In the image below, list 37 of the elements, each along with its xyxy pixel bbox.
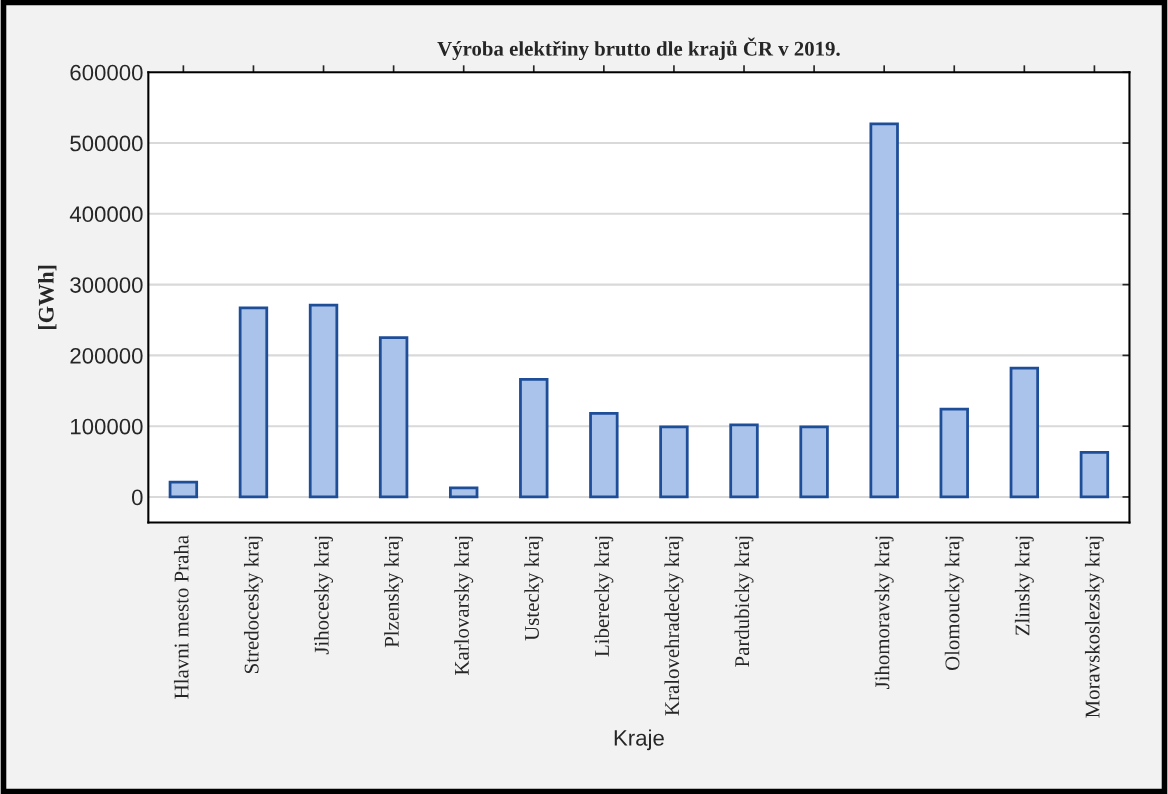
y-tick-label: 300000 xyxy=(70,277,143,293)
x-tick-label: Plzensky kraj xyxy=(384,536,404,648)
x-axis-title: Kraje xyxy=(614,729,664,751)
y-tick-label: 500000 xyxy=(70,135,143,152)
bar xyxy=(799,425,829,499)
y-tick-label: 200000 xyxy=(70,347,143,364)
bar xyxy=(378,336,409,499)
bar xyxy=(1079,450,1110,499)
bar xyxy=(659,425,689,499)
bar xyxy=(308,303,339,499)
y-tick-label: 0 xyxy=(131,489,143,506)
x-tick-label: Moravskoslezsky kraj xyxy=(1084,536,1104,718)
y-tick-label: 100000 xyxy=(71,418,143,435)
bar xyxy=(589,412,619,499)
bar xyxy=(168,480,199,499)
y-axis-title: [GWh] xyxy=(38,265,57,330)
bar xyxy=(939,407,969,499)
bar xyxy=(869,122,899,499)
x-tick-label: Ustecky kraj xyxy=(524,536,544,641)
y-tick-label: 600000 xyxy=(70,64,143,81)
bar xyxy=(448,486,479,499)
y-tick-label: 400000 xyxy=(69,206,143,223)
x-tick-label: Zlinsky kraj xyxy=(1014,536,1034,636)
x-tick-label: Karlovarsky kraj xyxy=(454,536,474,675)
x-tick-label: Hlavni mesto Praha xyxy=(173,535,189,699)
x-tick-label: Jihomoravsky kraj xyxy=(874,536,894,690)
x-tick-label: Pardubicky kraj xyxy=(734,536,754,667)
bar xyxy=(729,423,759,499)
bar xyxy=(238,306,269,499)
x-tick-label: Olomoucky kraj xyxy=(944,536,964,671)
x-tick-label: Jihocesky kraj xyxy=(314,536,334,655)
x-tick-label: Stredocesky kraj xyxy=(243,536,263,673)
bar xyxy=(1009,366,1040,499)
chart-title: Výroba elektřiny brutto dle krajů ČR v 2019. xyxy=(437,37,840,61)
x-tick-label: Kralovehradecky kraj xyxy=(664,536,684,716)
bar xyxy=(519,378,549,499)
x-tick-label: Liberecky kraj xyxy=(594,536,614,657)
